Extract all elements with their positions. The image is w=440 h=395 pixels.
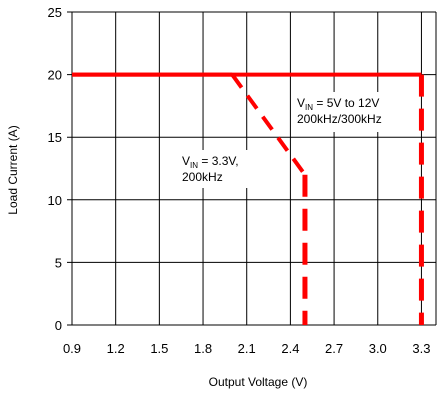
annotation-text: 200kHz/300kHz (297, 112, 382, 126)
x-tick-label: 0.9 (63, 341, 81, 356)
annotation-text: VIN = 5V to 12V (297, 96, 379, 112)
annotation-text: VIN = 3.3V, (182, 154, 239, 170)
x-tick-label: 2.1 (238, 341, 256, 356)
x-tick-label: 1.5 (150, 341, 168, 356)
y-tick-label: 0 (55, 318, 62, 333)
annotation-box (177, 150, 269, 188)
series-layer (72, 72, 424, 325)
x-axis-label: Output Voltage (V) (209, 375, 308, 389)
x-tick-label: 2.4 (281, 341, 299, 356)
x-tick-label: 2.7 (325, 341, 343, 356)
annotation-layer: VIN = 3.3V,200kHz VIN = 5V to 12V200kHz/3… (177, 92, 412, 188)
y-axis-label: Load Current (A) (6, 125, 20, 214)
series-0-segment (230, 73, 307, 176)
tick-layer: 0.9 1.2 1.5 1.8 2.1 2.4 2.7 3.0 3.3 0 5 10 15 20 25 (48, 5, 431, 356)
annotation-text: 200kHz (182, 170, 223, 184)
annotation-box (292, 92, 412, 132)
x-tick-label: 1.8 (194, 341, 212, 356)
y-tick-label: 15 (48, 130, 62, 145)
y-tick-label: 25 (48, 5, 62, 20)
y-tick-label: 10 (48, 193, 62, 208)
x-tick-label: 3.0 (369, 341, 387, 356)
x-tick-label: 3.3 (412, 341, 430, 356)
y-tick-label: 5 (55, 255, 62, 270)
x-tick-label: 1.2 (107, 341, 125, 356)
y-tick-label: 20 (48, 68, 62, 83)
